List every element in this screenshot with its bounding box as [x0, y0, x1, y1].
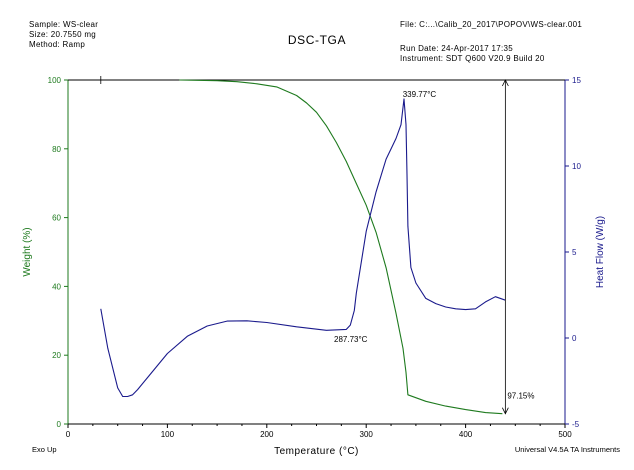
y-right-tick-label: 5 [572, 248, 577, 257]
x-tick-label: 100 [161, 430, 175, 439]
run-info: File: C:...\Calib_20_2017\POPOV\WS-clear… [400, 20, 582, 64]
sample-info: Sample: WS-clear Size: 20.7550 mg Method… [29, 20, 98, 50]
x-tick-label: 0 [66, 430, 71, 439]
method-label: Method: Ramp [29, 40, 86, 49]
x-tick-label: 300 [360, 430, 374, 439]
peak-label: 339.77°C [403, 90, 437, 99]
weight-curve [179, 79, 503, 415]
heatflow-curve [100, 98, 506, 398]
ticks: 0 100 200 300 400 500 0 20 40 60 80 100 -5 0 5 10 15 Temp… [22, 76, 606, 457]
sample-label: Sample: WS-clear [29, 20, 99, 29]
y-left-tick-label: 20 [52, 351, 61, 360]
y-left-tick-label: 40 [52, 282, 61, 291]
weight-loss-label: 97.15% [507, 391, 534, 400]
y-left-tick-label: 100 [48, 76, 62, 85]
series [100, 79, 506, 415]
weight-step-arrow-top [502, 79, 509, 87]
x-tick-label: 200 [260, 430, 274, 439]
x-tick-label: 500 [558, 430, 572, 439]
instrument-label: Instrument: SDT Q600 V20.9 Build 20 [400, 54, 545, 63]
axes [67, 79, 566, 425]
y-right-tick-label: 15 [572, 76, 581, 85]
y-left-tick-label: 60 [52, 214, 61, 223]
size-label: Size: 20.7550 mg [29, 30, 97, 39]
exo-up-label: Exo Up [32, 445, 57, 454]
y-left-tick-label: 0 [57, 420, 62, 429]
weight-step-arrow-bottom [502, 407, 509, 415]
onset-label: 287.73°C [334, 335, 368, 344]
chart-title: DSC-TGA [287, 33, 347, 47]
software-label: Universal V4.5A TA Instruments [514, 445, 620, 454]
annotations: 339.77°C 287.73°C 97.15% [100, 76, 535, 415]
y-left-tick-label: 80 [52, 145, 61, 154]
run-date-label: Run Date: 24-Apr-2017 17:35 [400, 44, 514, 53]
file-label: File: C:...\Calib_20_2017\POPOV\WS-clear… [400, 20, 583, 29]
y-left-axis-label: Weight (%) [22, 227, 33, 276]
y-right-tick-label: 10 [572, 162, 581, 171]
y-right-tick-label: 0 [572, 334, 577, 343]
y-right-tick-label: -5 [572, 420, 580, 429]
x-axis-label: Temperature (°C) [274, 446, 359, 457]
y-right-axis-label: Heat Flow (W/g) [595, 216, 606, 288]
x-tick-label: 400 [459, 430, 473, 439]
